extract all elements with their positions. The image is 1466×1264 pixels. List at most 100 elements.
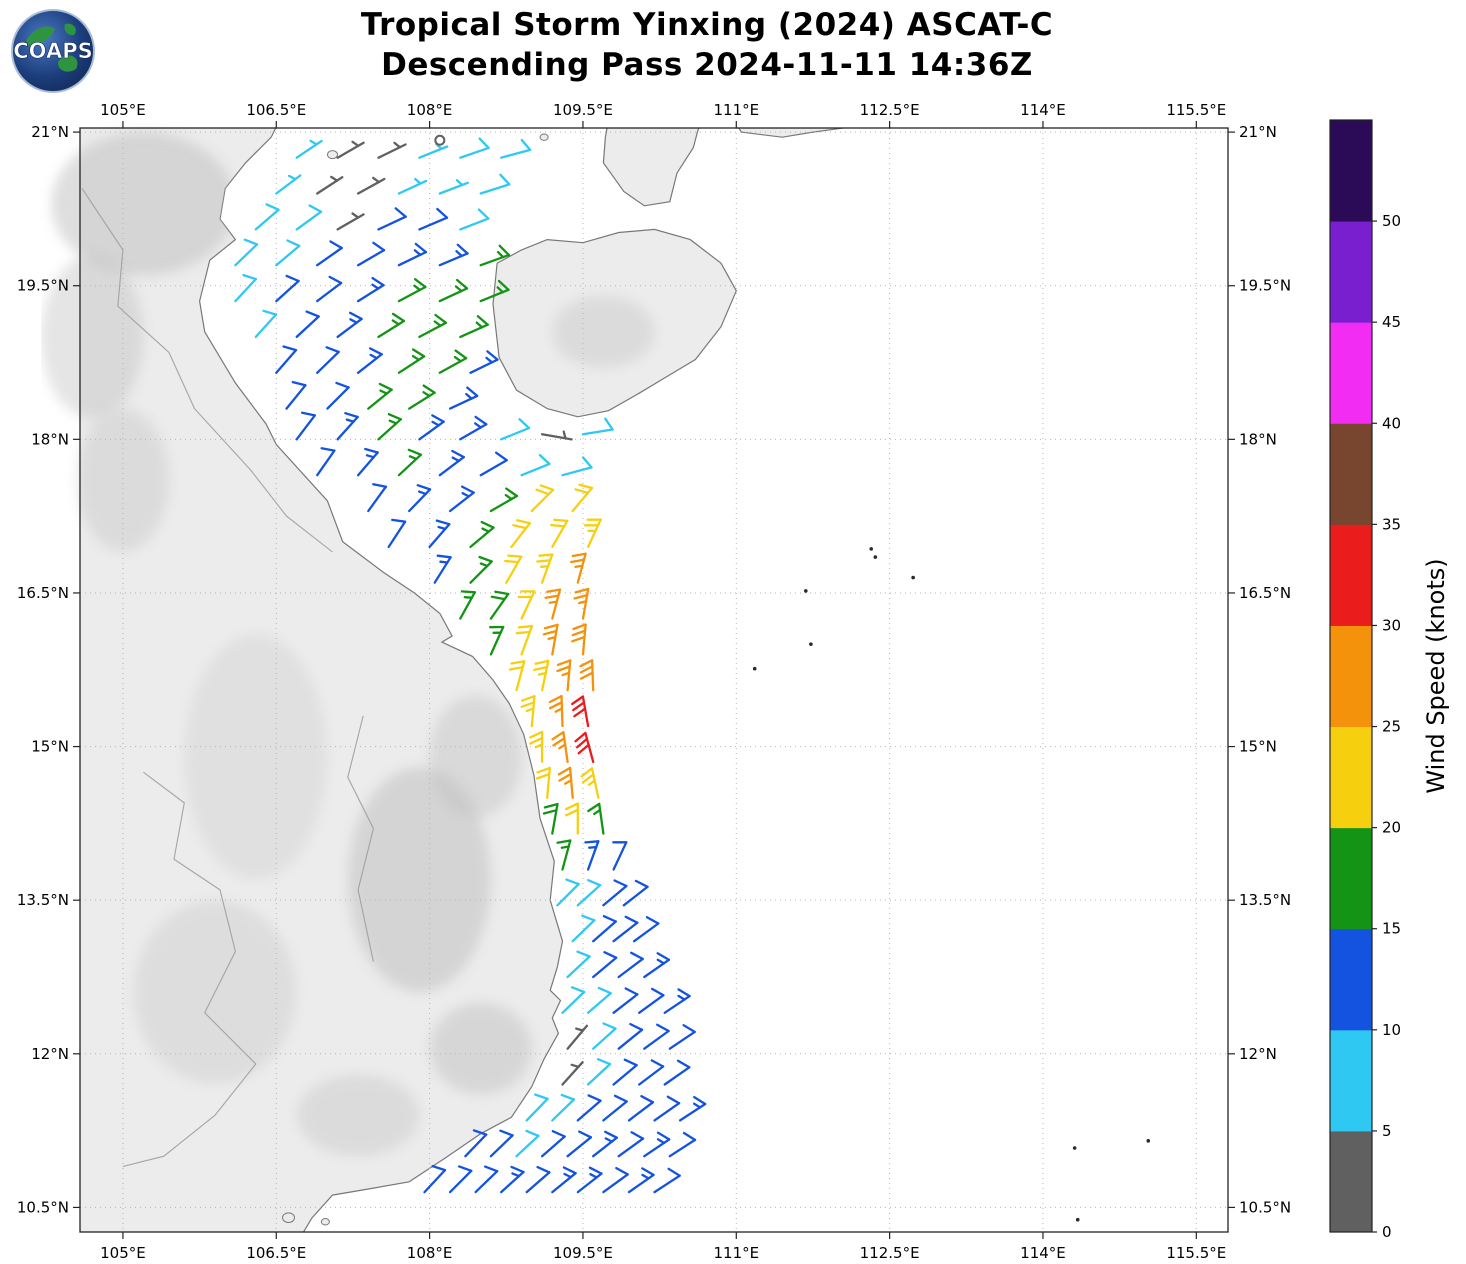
- wind-barb: [638, 987, 665, 1014]
- wind-barb: [668, 1024, 696, 1050]
- colorbar-segment: [1330, 928, 1372, 1031]
- wind-barb: [377, 207, 407, 231]
- wind-barb: [500, 418, 531, 441]
- wind-barb: [489, 1129, 514, 1158]
- country-border-line: [122, 771, 257, 1168]
- colorbar-tick-label: 40: [1382, 414, 1401, 432]
- wind-barb: [469, 520, 495, 549]
- wind-barb: [508, 660, 526, 692]
- wind-barb: [551, 1093, 576, 1122]
- wind-barb: [469, 350, 499, 374]
- wind-barb: [602, 1166, 629, 1194]
- wind-barb: [587, 802, 605, 835]
- axis-tick-label: 12°N: [31, 1045, 69, 1063]
- wind-barb: [423, 1164, 447, 1194]
- wind-barb: [438, 278, 469, 303]
- wind-barb: [510, 519, 532, 549]
- wind-barb: [612, 987, 639, 1014]
- wind-barb: [530, 484, 555, 513]
- colorbar-segment: [1330, 827, 1372, 930]
- colorbar-segment: [1330, 726, 1372, 829]
- data-speckle: [873, 555, 878, 559]
- wind-barb: [617, 1022, 644, 1050]
- axis-tick-label: 18°N: [1239, 430, 1277, 448]
- wind-barb: [542, 802, 559, 835]
- wind-barb: [434, 134, 446, 146]
- chart-title-block: Tropical Storm Yinxing (2024) ASCAT-C De…: [0, 6, 1414, 85]
- wind-barb: [418, 313, 448, 339]
- wind-barb: [535, 766, 551, 799]
- data-speckle: [1075, 1217, 1080, 1222]
- wind-barb: [254, 309, 278, 339]
- axis-tick-label: 105°E: [100, 101, 146, 119]
- wind-barb: [525, 1165, 551, 1194]
- wind-barb: [408, 384, 436, 410]
- country-border-line: [347, 715, 374, 962]
- small-island: [320, 1218, 330, 1226]
- wind-barb: [632, 916, 660, 943]
- wind-barb: [397, 177, 428, 195]
- chart-subtitle: Descending Pass 2024-11-11 14:36Z: [381, 46, 1033, 83]
- wind-barb: [336, 311, 363, 339]
- wind-barb: [571, 623, 587, 656]
- colorbar-segment: [1330, 1130, 1372, 1233]
- wind-barb: [612, 915, 639, 943]
- terrain-shading: [429, 695, 522, 819]
- wind-barb: [479, 451, 508, 477]
- wind-barb: [612, 841, 628, 871]
- wind-barb: [643, 952, 671, 979]
- wind-barb: [515, 1129, 540, 1158]
- wind-barb: [573, 587, 590, 620]
- wind-barb: [581, 417, 614, 436]
- wind-barb: [433, 554, 452, 584]
- noise-layer: [752, 547, 1151, 1222]
- axis-tick-label: 15°N: [31, 738, 69, 756]
- wind-barb: [574, 731, 595, 764]
- wind-barb: [602, 879, 628, 907]
- wind-barb: [459, 208, 490, 231]
- wind-barb: [566, 1130, 593, 1158]
- colorbar-tick-label: 10: [1382, 1021, 1401, 1039]
- wind-barb: [500, 138, 532, 159]
- wind-barb: [544, 588, 562, 620]
- wind-barb: [356, 347, 383, 374]
- wind-barb: [551, 731, 569, 764]
- terrain-shading: [41, 255, 144, 419]
- data-speckle: [1146, 1139, 1151, 1143]
- axis-tick-label: 12°N: [1239, 1045, 1277, 1063]
- map-frame: [79, 127, 1229, 1233]
- small-island: [326, 150, 338, 160]
- axis-tick-label: 111°E: [713, 101, 759, 119]
- axis-tick-label: 19.5°N: [17, 277, 69, 295]
- terrain-shading: [51, 132, 236, 276]
- wind-barb: [556, 839, 572, 871]
- axis-tick-label: 114°E: [1020, 1244, 1066, 1262]
- colorbar-tick-label: 50: [1382, 212, 1401, 230]
- colorbar-tick-label: 25: [1382, 718, 1401, 736]
- wind-barb: [387, 518, 407, 549]
- wind-barb: [479, 244, 511, 267]
- wind-barb: [663, 988, 691, 1014]
- wind-barb: [438, 349, 468, 374]
- colorbar-outline: [1329, 119, 1373, 1233]
- wind-barb: [571, 483, 594, 513]
- axis-tick-label: 114°E: [1020, 101, 1066, 119]
- wind-barb: [525, 1093, 549, 1122]
- axis-tick-label: 10.5°N: [1239, 1198, 1291, 1216]
- wind-barb: [254, 203, 280, 231]
- axis-tick-label: 13.5°N: [17, 891, 69, 909]
- wind-barb: [583, 518, 602, 549]
- data-speckle: [809, 642, 813, 646]
- wind-barb: [336, 212, 365, 231]
- axis-tick-label: 111°E: [713, 1244, 759, 1262]
- wind-barb: [520, 695, 536, 728]
- wind-barb: [557, 766, 574, 799]
- wind-barb: [561, 456, 593, 477]
- wind-barb: [536, 553, 554, 584]
- wind-barb: [500, 1165, 525, 1194]
- colorbar-tick-label: 15: [1382, 920, 1401, 938]
- axis-tick-label: 21°N: [31, 123, 69, 141]
- wind-barb: [515, 625, 534, 656]
- colorbar-segment: [1330, 120, 1372, 222]
- wind-barb: [285, 380, 307, 410]
